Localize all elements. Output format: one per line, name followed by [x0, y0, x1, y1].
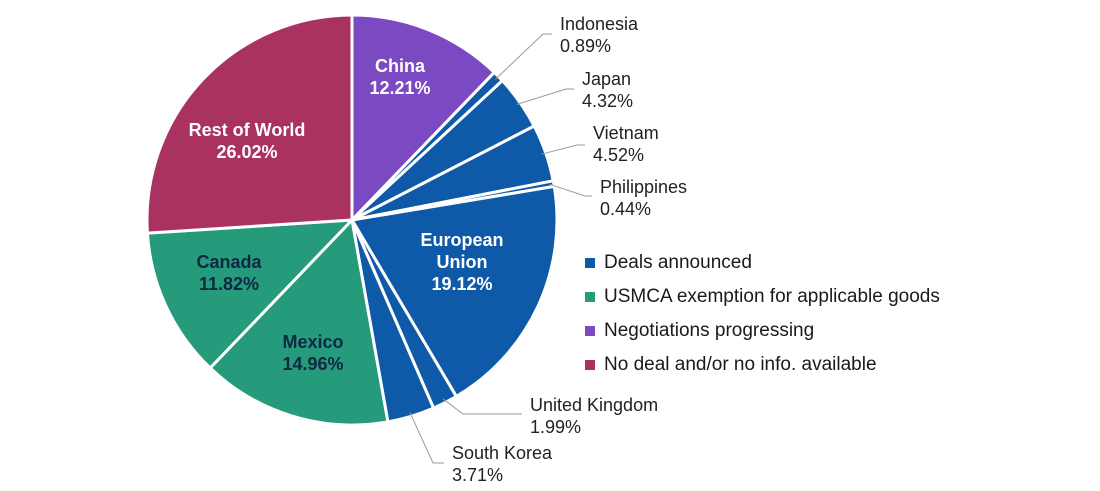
legend-swatch-negotiations	[585, 326, 595, 336]
slice-label-vietnam: Vietnam 4.52%	[593, 123, 659, 165]
legend-item-negotiations: Negotiations progressing	[585, 314, 940, 348]
slice-label-indonesia: Indonesia 0.89%	[560, 14, 639, 56]
legend-item-deals: Deals announced	[585, 246, 940, 280]
leader-line-indonesia	[495, 33, 552, 80]
slice-label-philippines: Philippines 0.44%	[600, 177, 687, 219]
leader-lines	[409, 33, 592, 464]
slice-label-european-union: European Union 19.12%	[420, 230, 503, 294]
slice-label-china: China 12.21%	[369, 56, 430, 98]
leader-line-japan	[516, 88, 574, 106]
pie-slice-rest-of-world	[145, 13, 354, 235]
legend-label-negotiations: Negotiations progressing	[604, 320, 815, 341]
legend-swatch-nodeal	[585, 360, 595, 370]
legend-label-nodeal: No deal and/or no info. available	[604, 354, 877, 375]
legend-item-nodeal: No deal and/or no info. available	[585, 348, 940, 382]
slice-labels: China 12.21% Indonesia 0.89% Japan 4.32% Vietn…	[189, 14, 687, 485]
pie-slice-canada	[145, 218, 354, 370]
legend-swatch-usmca	[585, 292, 595, 302]
slice-label-japan: Japan 4.32%	[582, 69, 633, 111]
legend-label-usmca: USMCA exemption for applicable goods	[604, 286, 940, 307]
pie-slices	[145, 13, 559, 427]
legend-item-usmca: USMCA exemption for applicable goods	[585, 280, 940, 314]
legend: Deals announced USMCA exemption for appl…	[585, 246, 940, 382]
legend-label-deals: Deals announced	[604, 252, 752, 273]
pie-slice-china	[350, 13, 496, 222]
pie-slice-mexico	[208, 218, 390, 427]
leader-line-philippines	[549, 183, 592, 197]
pie-slice-european-union	[350, 184, 559, 398]
legend-swatch-deals	[585, 258, 595, 268]
slice-label-rest-of-world: Rest of World 26.02%	[189, 120, 306, 162]
leader-line-vietnam	[541, 144, 585, 155]
leader-line-south-korea	[409, 412, 444, 464]
slice-label-united-kingdom: United Kingdom 1.99%	[530, 395, 658, 437]
slice-label-mexico: Mexico 14.96%	[282, 332, 343, 374]
slice-label-canada: Canada 11.82%	[196, 252, 262, 294]
slice-label-south-korea: South Korea 3.71%	[452, 443, 553, 485]
leader-line-united-kingdom	[443, 398, 522, 415]
